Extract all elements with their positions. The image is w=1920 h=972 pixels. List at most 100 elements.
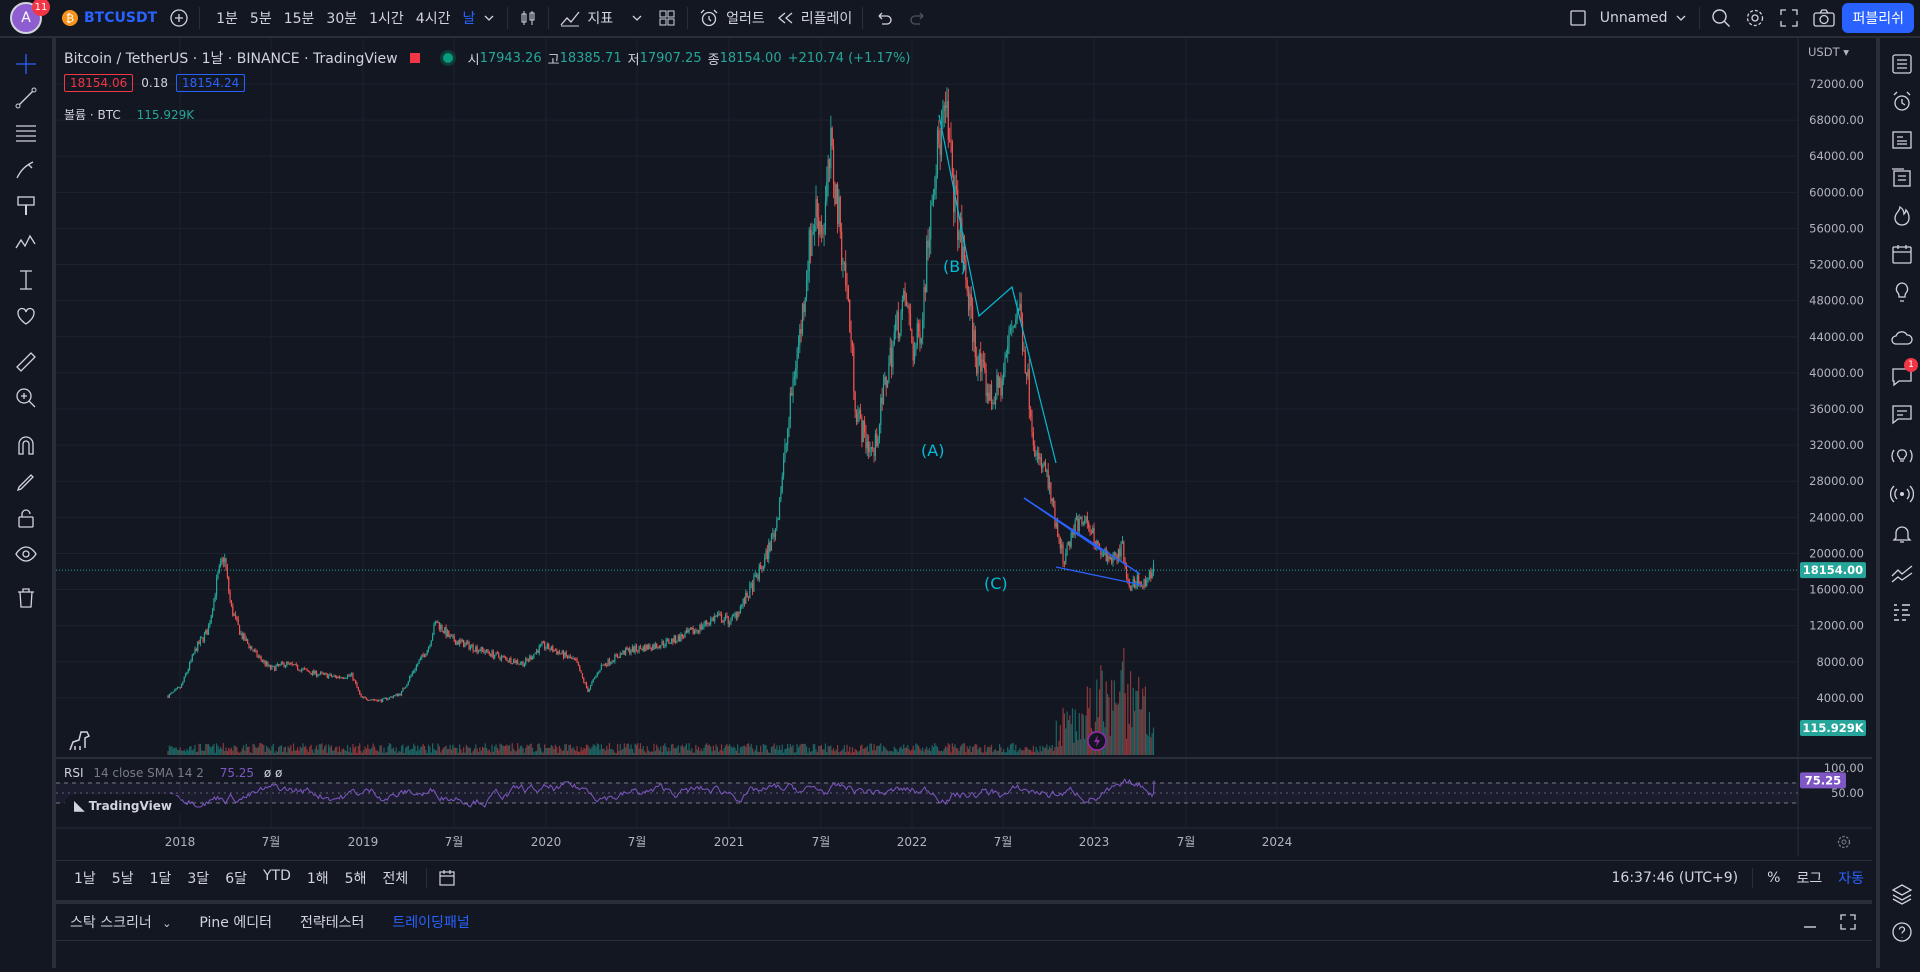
timeframe-30m[interactable]: 30분 bbox=[326, 11, 358, 27]
remove-drawings-tool[interactable] bbox=[12, 584, 40, 612]
fullscreen-button[interactable] bbox=[1772, 0, 1806, 36]
magnet-tool[interactable] bbox=[12, 432, 40, 460]
templates-button[interactable] bbox=[651, 0, 683, 36]
lock-drawings-tool[interactable] bbox=[12, 504, 40, 532]
fib-tool[interactable] bbox=[12, 120, 40, 148]
price-chart[interactable]: USDT ▾72000.0068000.0064000.0060000.0056… bbox=[56, 38, 1872, 856]
streams-button[interactable] bbox=[1888, 324, 1916, 352]
chart-title[interactable]: Bitcoin / TetherUS · 1날 · BINANCE · Trad… bbox=[64, 51, 398, 67]
sell-price-button[interactable]: 18154.06 bbox=[64, 74, 134, 92]
trendline-tool[interactable] bbox=[12, 84, 40, 112]
order-panel-button[interactable] bbox=[1888, 560, 1916, 588]
notifications-button[interactable] bbox=[1888, 520, 1916, 548]
flag-icon[interactable] bbox=[409, 53, 420, 63]
buy-price-button[interactable]: 18154.24 bbox=[175, 74, 246, 92]
range-6m[interactable]: 6달 bbox=[225, 871, 247, 887]
tab-pine-editor[interactable]: Pine 에디터 bbox=[199, 915, 273, 931]
symbol-search-button[interactable]: ₿ BTCUSDT bbox=[56, 0, 163, 36]
percent-scale-toggle[interactable]: % bbox=[1767, 870, 1781, 886]
prediction-tool[interactable] bbox=[12, 266, 40, 294]
compare-symbol-button[interactable] bbox=[163, 0, 195, 36]
chevron-down-icon[interactable] bbox=[629, 10, 645, 26]
candle-body bbox=[716, 614, 719, 617]
clock-timezone[interactable]: 16:37:46 (UTC+9) bbox=[1611, 870, 1739, 886]
text-tool[interactable] bbox=[12, 192, 40, 220]
chevron-down-icon[interactable] bbox=[481, 10, 497, 26]
ideas-button[interactable] bbox=[1888, 278, 1916, 306]
timeframe-15m[interactable]: 15분 bbox=[283, 11, 315, 27]
range-1d[interactable]: 1날 bbox=[74, 871, 96, 887]
candle-body bbox=[176, 687, 179, 689]
range-1m[interactable]: 1달 bbox=[149, 871, 172, 887]
timeframe-1m[interactable]: 1분 bbox=[216, 11, 238, 27]
indicators-button[interactable]: 지표 bbox=[553, 0, 651, 36]
range-5y[interactable]: 5해 bbox=[344, 871, 367, 887]
news-button[interactable] bbox=[1888, 126, 1916, 154]
range-ytd[interactable]: YTD bbox=[262, 868, 291, 884]
timeframe-5m[interactable]: 5분 bbox=[249, 11, 272, 27]
chart-type-button[interactable] bbox=[512, 0, 544, 36]
crosshair-tool[interactable] bbox=[12, 50, 40, 78]
tips-button[interactable] bbox=[1888, 442, 1916, 470]
chats-button[interactable]: 1 bbox=[1888, 358, 1918, 390]
tradingview-watermark[interactable]: ◣ TradingView bbox=[64, 794, 182, 818]
search-button[interactable] bbox=[1704, 0, 1738, 36]
layout-menu-button[interactable]: Unnamed bbox=[1562, 0, 1696, 36]
volume-legend[interactable]: 볼륨 · BTC 115.929K bbox=[64, 106, 194, 123]
chart-pane[interactable]: USDT ▾ 72000.00 68000.00 64000.00 60000.00 56… bbox=[56, 38, 1872, 856]
publish-button[interactable]: 퍼블리쉬 bbox=[1842, 3, 1914, 33]
ruler-tool[interactable] bbox=[12, 348, 40, 376]
timeframe-1h[interactable]: 1시간 bbox=[369, 11, 404, 27]
volume-bar bbox=[720, 744, 723, 755]
chart-settings-icon[interactable] bbox=[1836, 834, 1852, 850]
volume-bar bbox=[299, 746, 301, 755]
user-avatar[interactable]: A 11 bbox=[10, 0, 50, 34]
lightning-icon[interactable] bbox=[1086, 730, 1108, 752]
auto-scale-toggle[interactable]: 자동 bbox=[1838, 871, 1864, 887]
gear-icon bbox=[1747, 9, 1764, 27]
range-1y[interactable]: 1해 bbox=[306, 871, 329, 887]
replay-button[interactable]: 리플레이 bbox=[771, 0, 859, 36]
rsi-legend[interactable]: RSI 14 close SMA 14 2 75.25 ø ø bbox=[64, 766, 282, 780]
watchlist-button[interactable] bbox=[1888, 50, 1916, 78]
volume-bar bbox=[633, 752, 635, 755]
brush-tool[interactable] bbox=[12, 156, 40, 184]
tab-stock-screener[interactable]: 스탁 스크리너 ⌄ bbox=[56, 912, 185, 932]
alerts-button[interactable] bbox=[1888, 88, 1916, 116]
hide-drawings-tool[interactable] bbox=[12, 540, 40, 568]
timeframe-4h[interactable]: 4시간 bbox=[415, 11, 451, 27]
minimize-icon[interactable] bbox=[1800, 912, 1820, 932]
data-window-button[interactable] bbox=[1888, 164, 1916, 192]
maximize-icon[interactable] bbox=[1838, 912, 1858, 932]
undo-button[interactable] bbox=[867, 0, 901, 36]
volume-bar bbox=[1009, 744, 1011, 755]
hotlists-button[interactable] bbox=[1888, 202, 1916, 230]
log-scale-toggle[interactable]: 로그 bbox=[1796, 871, 1823, 887]
calendar-goto-icon[interactable] bbox=[437, 868, 457, 888]
dom-button[interactable] bbox=[1888, 598, 1916, 626]
range-5d[interactable]: 5날 bbox=[111, 871, 134, 887]
stay-drawing-tool[interactable] bbox=[12, 468, 40, 496]
dino-icon[interactable] bbox=[66, 726, 94, 754]
candle-body bbox=[999, 377, 1001, 388]
alert-button[interactable]: 얼러트 bbox=[692, 0, 771, 36]
range-3m[interactable]: 3달 bbox=[187, 871, 210, 887]
volume-bar bbox=[643, 751, 646, 755]
range-all[interactable]: 전체 bbox=[382, 871, 409, 887]
tab-strategy-tester[interactable]: 전략테스터 bbox=[300, 915, 365, 931]
snapshot-button[interactable] bbox=[1806, 0, 1842, 36]
settings-button[interactable] bbox=[1738, 0, 1772, 36]
icon-tool[interactable] bbox=[12, 302, 40, 330]
timeframe-1d[interactable]: 날 bbox=[462, 11, 476, 27]
object-tree-button[interactable] bbox=[1888, 880, 1916, 908]
pattern-tool[interactable] bbox=[12, 228, 40, 256]
redo-button[interactable] bbox=[901, 0, 935, 36]
zoom-tool[interactable] bbox=[12, 384, 40, 412]
broadcast-button[interactable] bbox=[1888, 480, 1916, 508]
messages-button[interactable] bbox=[1888, 400, 1916, 428]
chart-legend: Bitcoin / TetherUS · 1날 · BINANCE · Trad… bbox=[64, 48, 910, 68]
candle-body bbox=[1135, 585, 1137, 588]
help-button[interactable] bbox=[1888, 918, 1916, 946]
tab-trading-panel[interactable]: 트레이딩패널 bbox=[392, 915, 470, 931]
calendar-button[interactable] bbox=[1888, 240, 1916, 268]
